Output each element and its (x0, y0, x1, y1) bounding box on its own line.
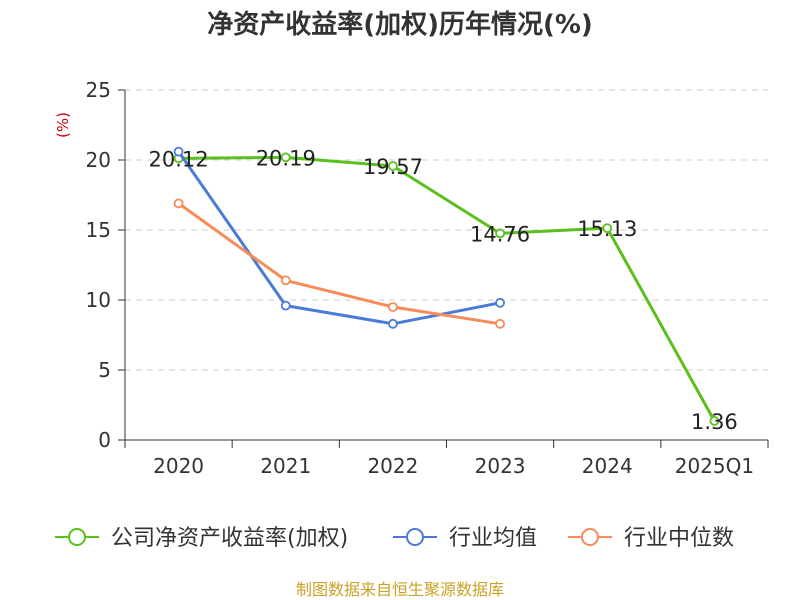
x-tick-label: 2022 (367, 454, 418, 478)
data-point (495, 318, 505, 329)
data-point (388, 302, 398, 312)
source-note: 制图数据来自恒生聚源数据库 (296, 580, 504, 599)
data-label: 1.36 (691, 410, 738, 434)
data-point (280, 275, 291, 286)
series-layer (173, 146, 720, 426)
legend-label: 公司净资产收益率(加权) (111, 526, 348, 551)
x-tick-label: 2025Q1 (675, 454, 754, 478)
series-line (177, 202, 501, 326)
data-point (388, 161, 398, 171)
series-line (178, 155, 716, 422)
y-tick-label: 20 (86, 148, 111, 172)
x-tick-label: 2020 (153, 454, 204, 478)
y-tick-label: 5 (98, 358, 111, 382)
y-tick-label: 10 (86, 288, 111, 312)
legend-item: 公司净资产收益率(加权) (55, 526, 348, 551)
legend-marker (581, 528, 599, 546)
y-tick-label: 0 (98, 428, 111, 452)
y-axis-unit: (%) (54, 112, 72, 138)
x-tick-label: 2024 (582, 454, 633, 478)
data-point (388, 318, 398, 329)
data-point (602, 223, 613, 234)
data-label: 20.19 (256, 146, 316, 170)
legend-label: 行业均值 (449, 526, 537, 551)
chart-title: 净资产收益率(加权)历年情况(%) (207, 9, 593, 40)
grid-lines (125, 89, 768, 371)
data-label: 19.57 (363, 155, 423, 179)
legend-marker (68, 528, 86, 546)
data-label: 20.12 (149, 147, 209, 171)
y-tick-label: 15 (86, 218, 111, 242)
data-point (495, 228, 505, 239)
series-0 (173, 152, 720, 426)
series-line (177, 150, 501, 326)
data-point (280, 152, 291, 163)
data-point (173, 198, 184, 209)
data-point (709, 416, 720, 426)
legend-label: 行业中位数 (624, 526, 734, 551)
series-2 (173, 198, 505, 329)
data-point (280, 300, 291, 311)
series-1 (173, 146, 505, 329)
data-point (495, 297, 505, 308)
y-tick-label: 25 (86, 78, 111, 102)
data-label: 14.76 (470, 222, 530, 246)
data-point (173, 146, 184, 157)
data-label: 15.13 (577, 217, 637, 241)
legend: 公司净资产收益率(加权) 行业均值 行业中位数 (55, 526, 734, 551)
x-tick-label: 2023 (475, 454, 526, 478)
axes: 0 5 10 15 20 25 2020 2021 2022 2023 2024 2025Q1 (86, 78, 769, 478)
legend-item: 行业均值 (393, 526, 537, 551)
legend-marker (406, 528, 424, 546)
data-labels: 20.12 20.19 19.57 14.76 15.13 1.36 (149, 146, 738, 434)
legend-item: 行业中位数 (568, 526, 734, 551)
x-tick-label: 2021 (260, 454, 311, 478)
